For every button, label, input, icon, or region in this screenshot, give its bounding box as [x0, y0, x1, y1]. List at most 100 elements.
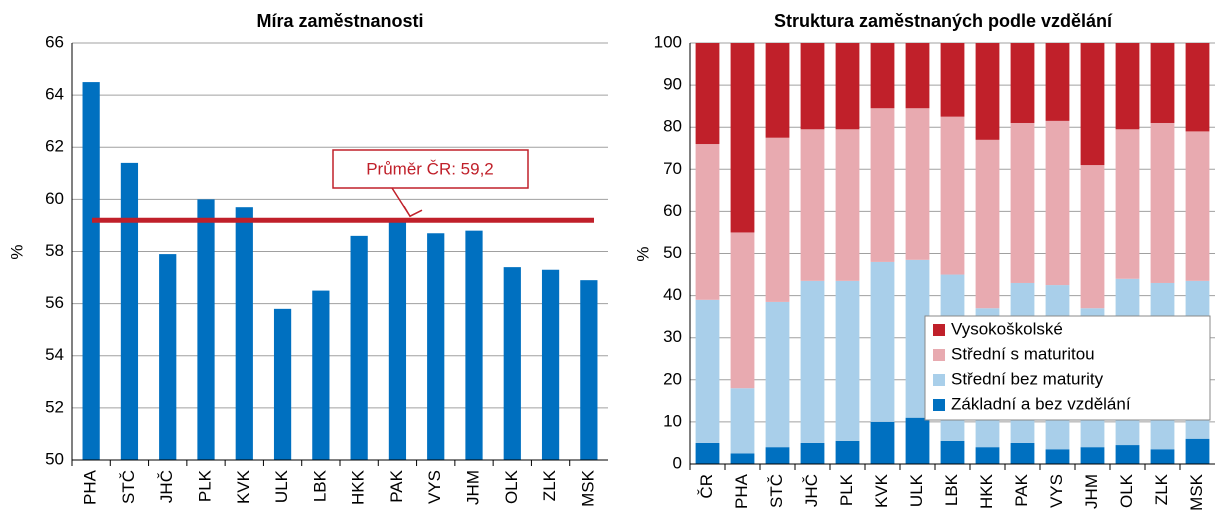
bar-segment [1185, 43, 1210, 132]
bar-segment [765, 43, 790, 138]
bar-segment [940, 116, 965, 275]
bar-segment [695, 299, 720, 443]
bar [120, 162, 139, 460]
x-tick-label: OLK [1117, 473, 1136, 508]
bar [427, 233, 445, 460]
bar-segment [730, 43, 755, 233]
y-axis-label: % [7, 244, 26, 259]
y-tick-label: 80 [663, 117, 682, 136]
y-tick-label: 54 [45, 345, 64, 364]
y-tick-label: 30 [663, 327, 682, 346]
annotation-arrow [391, 187, 423, 218]
legend-swatch [933, 349, 945, 361]
y-tick-label: 70 [663, 159, 682, 178]
bar-segment [1150, 449, 1175, 464]
bar-segment [765, 301, 790, 448]
x-tick-label: STČ [119, 470, 138, 504]
bar-segment [835, 440, 860, 464]
bar [235, 207, 253, 460]
bar-segment [765, 447, 790, 464]
bar-segment [1080, 447, 1105, 464]
bar-segment [870, 43, 895, 109]
y-tick-label: 50 [45, 449, 64, 468]
x-tick-label: PLK [837, 473, 856, 506]
y-tick-label: 20 [663, 369, 682, 388]
legend-label: Střední bez maturity [951, 369, 1104, 388]
bar-segment [1080, 165, 1105, 309]
bar [273, 308, 292, 460]
x-tick-label: KVK [234, 469, 253, 504]
x-tick-label: JHM [1082, 474, 1101, 509]
bar [465, 230, 483, 460]
bar-segment [1045, 43, 1070, 121]
y-tick-label: 62 [45, 137, 64, 156]
x-tick-label: HKK [977, 473, 996, 509]
bar-segment [695, 43, 720, 145]
x-tick-label: PLK [195, 469, 214, 502]
bar-segment [1010, 43, 1035, 123]
legend-swatch [933, 374, 945, 386]
bar-segment [975, 447, 1000, 464]
x-tick-label: PAK [387, 469, 406, 502]
y-tick-label: 60 [45, 189, 64, 208]
x-tick-label: MSK [1187, 473, 1206, 511]
bar-segment [870, 261, 895, 422]
legend-label: Střední s maturitou [951, 344, 1095, 363]
bar-segment [1010, 442, 1035, 464]
x-tick-label: ČR [697, 474, 716, 499]
x-tick-label: VYS [425, 470, 444, 504]
bar-segment [940, 440, 965, 464]
y-tick-label: 0 [673, 453, 682, 472]
y-tick-label: 52 [45, 397, 64, 416]
x-tick-label: MSK [578, 469, 597, 507]
x-tick-label: LBK [942, 473, 961, 506]
x-tick-label: JHČ [157, 470, 176, 503]
x-tick-label: JHM [463, 470, 482, 505]
bar-segment [905, 259, 930, 418]
y-tick-label: 100 [654, 32, 682, 51]
bar [82, 82, 100, 460]
x-tick-label: VYS [1047, 474, 1066, 508]
x-tick-label: PAK [1012, 473, 1031, 506]
bar-segment [1150, 122, 1175, 283]
x-tick-label: STČ [767, 474, 786, 508]
bar-segment [730, 388, 755, 454]
legend-label: Vysokoškolské [951, 319, 1063, 338]
legend-swatch [933, 399, 945, 411]
bar [197, 199, 215, 460]
x-tick-label: PHA [732, 473, 751, 509]
bar-segment [905, 43, 930, 109]
x-tick-label: LBK [310, 469, 329, 502]
bar-segment [695, 442, 720, 464]
bar-segment [835, 43, 860, 130]
bar-segment [1115, 445, 1140, 464]
y-tick-label: 66 [45, 32, 64, 51]
bar-segment [1010, 122, 1035, 283]
bar-segment [905, 108, 930, 260]
y-tick-label: 64 [45, 85, 64, 104]
bar-segment [1045, 449, 1070, 464]
bar-segment [870, 108, 895, 262]
bar-segment [1115, 129, 1140, 279]
bar-segment [1115, 43, 1140, 130]
chart-title: Míra zaměstnanosti [256, 11, 423, 31]
bar-segment [800, 280, 825, 443]
bar-segment [940, 43, 965, 117]
x-tick-label: KVK [872, 473, 891, 508]
bar-segment [730, 232, 755, 389]
y-tick-label: 40 [663, 285, 682, 304]
bar-segment [800, 442, 825, 464]
legend-label: Základní a bez vzdělání [951, 394, 1131, 413]
bar-segment [1080, 43, 1105, 166]
legend-swatch [933, 324, 945, 336]
y-tick-label: 10 [663, 411, 682, 430]
bar-segment [1185, 131, 1210, 281]
y-axis-label: % [633, 246, 652, 261]
bar-segment [695, 144, 720, 300]
y-tick-label: 90 [663, 75, 682, 94]
bar-segment [835, 280, 860, 441]
y-tick-label: 58 [45, 241, 64, 260]
x-tick-label: HKK [349, 469, 368, 505]
